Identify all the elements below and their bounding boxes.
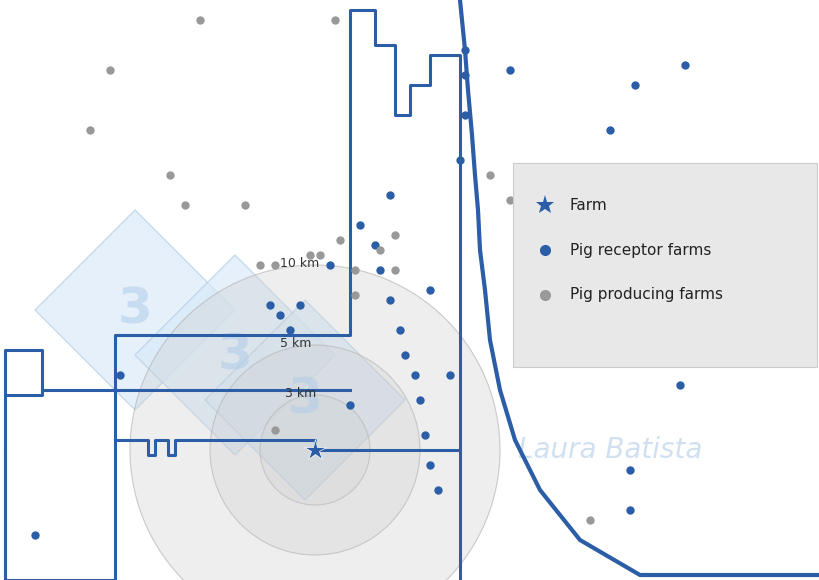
Circle shape [260,395,369,505]
Text: Pig receptor farms: Pig receptor farms [569,242,711,258]
FancyBboxPatch shape [513,163,816,367]
Text: Farm: Farm [569,198,607,212]
Text: 5 km: 5 km [279,337,311,350]
Text: Laura Batista: Laura Batista [517,436,701,464]
Polygon shape [35,210,235,410]
Circle shape [210,345,419,555]
Circle shape [130,265,500,580]
Text: 3: 3 [287,376,322,424]
Text: Pig producing farms: Pig producing farms [569,288,722,303]
Text: 3: 3 [217,331,252,379]
Text: 3: 3 [117,286,152,334]
Polygon shape [135,255,335,455]
Text: 10 km: 10 km [279,257,319,270]
Text: 3 km: 3 km [285,387,316,400]
Polygon shape [205,300,405,500]
